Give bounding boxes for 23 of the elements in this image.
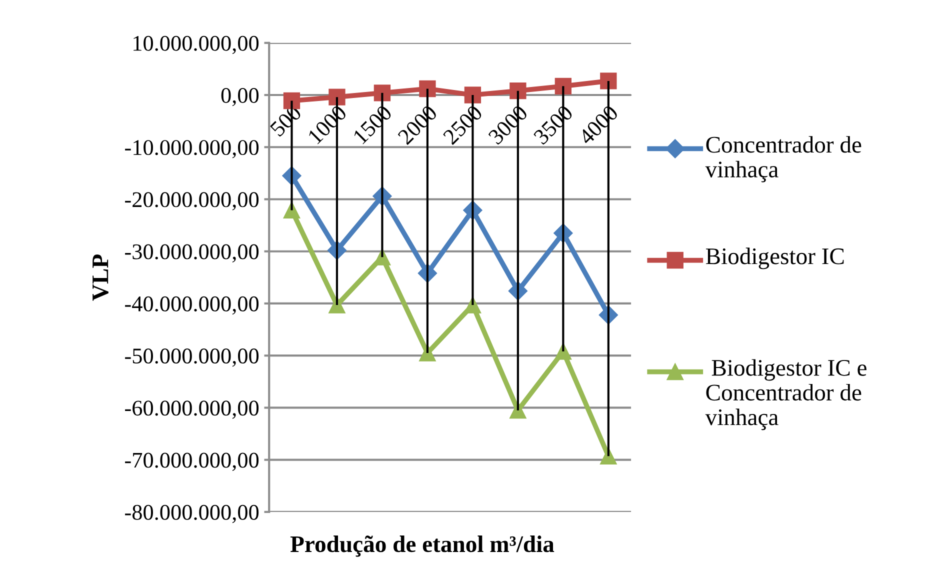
legend-label: Biodigestor IC e Concentrador de vinhaça	[705, 359, 866, 430]
y-tick-label: -60.000.000,00	[125, 400, 259, 419]
legend-label: Biodigestor IC	[706, 248, 844, 270]
point	[600, 72, 617, 90]
point	[328, 88, 346, 106]
y-tick-label: -40.000.000,00	[125, 296, 259, 315]
y-tick-label: -50.000.000,00	[125, 348, 259, 367]
point	[464, 86, 482, 104]
y-tick-label: -10.000.000,00	[125, 140, 259, 158]
legend-label: Concentrador de vinhaça	[705, 136, 862, 182]
point	[419, 80, 436, 98]
y-tick-label: 0,00	[221, 88, 259, 106]
y-tick-label: -70.000.000,00	[125, 452, 259, 471]
point	[510, 82, 526, 100]
point	[554, 78, 572, 94]
point	[374, 84, 391, 102]
y-tick-label: -20.000.000,00	[125, 192, 259, 210]
x-axis-title: Produção de etanol m³/dia	[290, 536, 554, 557]
y-tick-label: 10.000.000,00	[134, 36, 259, 54]
y-tick-label: -80.000.000,00	[125, 504, 259, 524]
y-tick-label: -30.000.000,00	[125, 244, 259, 262]
point	[283, 92, 300, 110]
y-axis-title: VLP	[92, 254, 108, 301]
